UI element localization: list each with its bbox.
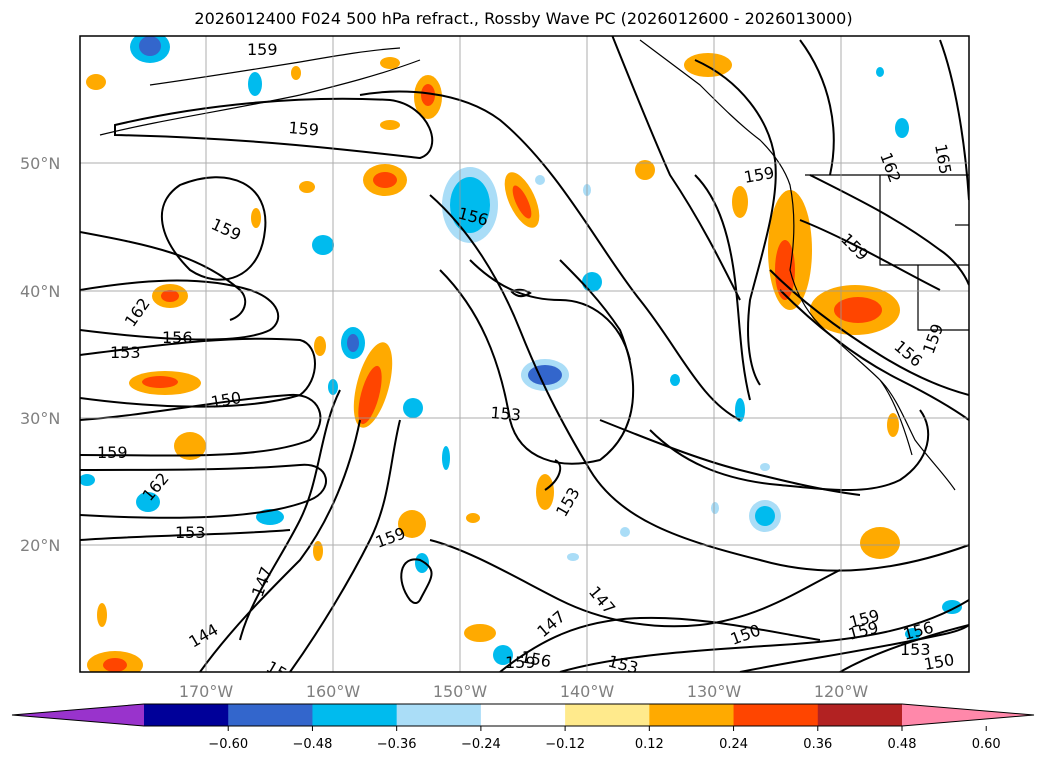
negative-anomaly xyxy=(256,509,284,525)
colorbar-tick-label: −0.12 xyxy=(545,737,585,752)
contour-label: 156 xyxy=(162,328,193,347)
contour-label: 153 xyxy=(900,640,931,659)
negative-anomaly xyxy=(248,72,262,96)
colorbar: −0.60 −0.48 −0.36 −0.24 −0.12 0.12 0.24 0.36 0.4… xyxy=(11,703,1035,752)
colorbar-tick-label: 0.24 xyxy=(719,737,748,752)
negative-anomaly xyxy=(442,446,450,470)
lon-label: 130°W xyxy=(687,682,742,701)
plot-frame xyxy=(79,35,970,673)
positive-anomaly xyxy=(887,413,899,437)
contour-label: 153 xyxy=(490,403,522,425)
lat-label: 30°N xyxy=(20,409,60,428)
colorbar-segment xyxy=(733,704,819,726)
negative-anomaly xyxy=(895,118,909,138)
colorbar-outline xyxy=(11,703,1035,727)
colorbar-segment xyxy=(312,704,398,726)
positive-anomaly xyxy=(860,527,900,559)
longitude-labels: 170°W 160°W 150°W 140°W 130°W 120°W xyxy=(179,682,869,701)
colorbar-tick-label: −0.60 xyxy=(208,737,248,752)
contour-label: 153 xyxy=(110,343,141,362)
lon-label: 170°W xyxy=(179,682,234,701)
height-contours xyxy=(80,36,969,672)
colorbar-segment xyxy=(565,704,650,726)
refractivity-shading xyxy=(80,36,962,672)
contour-label: 153 xyxy=(606,652,640,678)
positive-anomaly xyxy=(464,624,496,642)
map-title: 2026012400 F024 500 hPa refract., Rossby… xyxy=(194,9,853,28)
colorbar-tick-label: −0.36 xyxy=(377,737,417,752)
contour-label: 150 xyxy=(922,650,955,674)
negative-anomaly xyxy=(905,628,921,640)
positive-anomaly xyxy=(86,74,106,90)
contour-label: 159 xyxy=(247,40,278,59)
lon-label: 140°W xyxy=(560,682,615,701)
positive-anomaly xyxy=(536,474,554,510)
negative-anomaly xyxy=(136,492,160,512)
lat-label: 40°N xyxy=(20,282,60,301)
colorbar-segment xyxy=(480,704,566,726)
colorbar-segment xyxy=(396,704,482,726)
colorbar-tick-label: −0.48 xyxy=(293,737,333,752)
positive-anomaly xyxy=(732,186,748,218)
lat-label: 50°N xyxy=(20,154,60,173)
negative-anomaly xyxy=(312,235,334,255)
contour-label: 153 xyxy=(175,523,206,542)
latitude-labels: 50°N 40°N 30°N 20°N xyxy=(20,154,60,555)
colorbar-segment xyxy=(228,704,313,726)
positive-anomaly xyxy=(314,336,326,356)
negative-anomaly xyxy=(582,272,602,292)
graticule xyxy=(80,36,969,672)
negative-anomaly xyxy=(493,645,513,665)
coastlines xyxy=(99,39,969,491)
positive-anomaly xyxy=(635,160,655,180)
lon-label: 120°W xyxy=(814,682,869,701)
colorbar-tick-label: 0.60 xyxy=(972,737,1001,752)
colorbar-segment xyxy=(817,704,903,726)
positive-anomaly xyxy=(684,53,732,77)
lon-label: 160°W xyxy=(306,682,361,701)
negative-anomaly xyxy=(80,474,95,486)
positive-anomaly xyxy=(398,510,426,538)
contour-label: 159 xyxy=(505,653,536,672)
contour-label: 159 xyxy=(97,443,128,462)
negative-anomaly xyxy=(415,553,429,573)
lat-label: 20°N xyxy=(20,536,60,555)
colorbar-extend-low xyxy=(12,704,144,726)
lon-label: 150°W xyxy=(433,682,488,701)
negative-anomaly xyxy=(735,398,745,422)
colorbar-extend-high xyxy=(902,704,1034,726)
colorbar-tick-label: −0.24 xyxy=(461,737,501,752)
colorbar-tick-label: 0.48 xyxy=(888,737,917,752)
colorbar-tick-label: 0.12 xyxy=(635,737,664,752)
plot-background xyxy=(80,36,969,672)
colorbar-segment xyxy=(144,704,229,726)
colorbar-segment xyxy=(649,704,735,726)
contour-label: 159 xyxy=(288,118,320,140)
colorbar-tick-label: 0.36 xyxy=(803,737,832,752)
negative-anomaly xyxy=(403,398,423,418)
positive-anomaly xyxy=(174,432,206,460)
negative-anomaly xyxy=(942,600,962,614)
